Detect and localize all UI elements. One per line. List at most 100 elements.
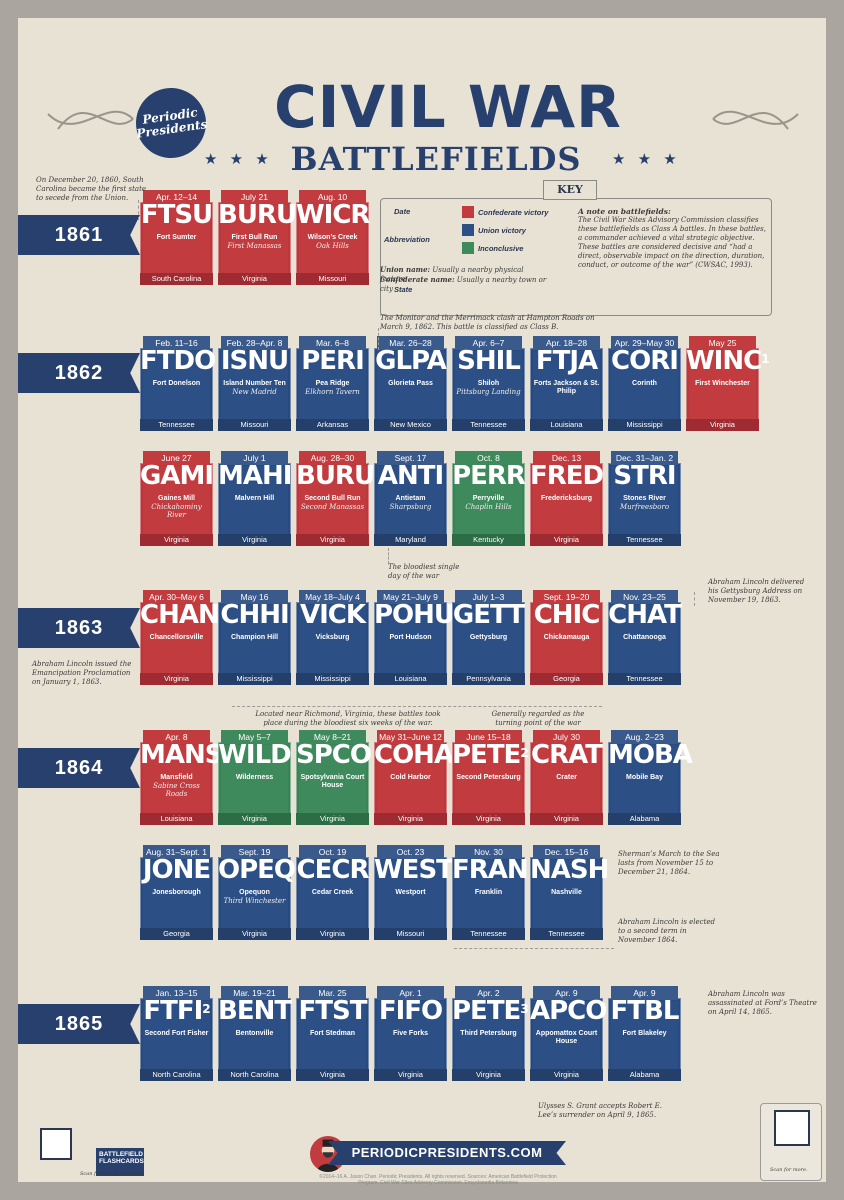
card-body: [296, 202, 369, 285]
key-blue-swatch: [462, 224, 474, 236]
battle-name: Stones River: [623, 495, 666, 502]
battle-name: Appomattox Court House: [535, 1030, 598, 1045]
scan-more: Scan for more.: [770, 1167, 808, 1173]
battle-alt-name: New Madrid: [232, 388, 277, 396]
key-state-label: State: [394, 285, 413, 294]
battle-date: July 30: [533, 730, 600, 744]
battle-abbr: FTSU: [140, 200, 213, 230]
qr-code-right-icon[interactable]: [774, 1110, 810, 1146]
battle-date: Apr. 1: [377, 986, 444, 1000]
battle-name: Mansfield: [160, 774, 193, 781]
battle-name: Island Number Ten: [223, 380, 286, 387]
year-1863: 1863: [18, 608, 140, 648]
battle-state: Alabama: [608, 813, 681, 825]
battle-state: Mississippi: [608, 419, 681, 431]
battle-name: Fort Stedman: [309, 1030, 356, 1037]
poster: Periodic Presidents CIVIL WAR ★ ★ ★ BATT…: [18, 18, 826, 1186]
battle-card-ftbl: Apr. 9 FTBL Fort Blakeley Alabama: [608, 986, 681, 1081]
flashcards-badge[interactable]: BATTLEFIELD FLASHCARDS: [96, 1148, 144, 1176]
battle-card-shil: Apr. 6–7 SHIL Shiloh Pittsburg Landing Tenne…: [452, 336, 525, 431]
battle-date: May 25: [689, 336, 756, 350]
battle-card-perr: Oct. 8 PERR Perryville Chaplin Hills Kentuck…: [452, 451, 526, 546]
battle-date: Oct. 8: [455, 451, 522, 465]
card-body: [140, 742, 213, 825]
battle-card-peri: Mar. 6–8 PERI Pea Ridge Elkhorn Tavern Arkan…: [296, 336, 369, 431]
battle-state: Missouri: [218, 419, 291, 431]
qr-code-left-icon[interactable]: [40, 1128, 72, 1160]
battle-card-cecr: Oct. 19 CECR Cedar Creek Virginia: [296, 845, 369, 940]
battle-abbr: WILD: [218, 740, 292, 770]
periodic-presidents-logo: Periodic Presidents: [131, 83, 211, 163]
battle-abbr: ISNU: [220, 346, 289, 376]
battle-date: Aug. 28–30: [299, 451, 366, 465]
battle-name: Vicksburg: [315, 634, 350, 641]
key-confederate-victory: Confederate victory: [478, 208, 549, 217]
card-body: [218, 602, 291, 685]
battle-abbr: CHIC: [533, 600, 601, 630]
card-body: [140, 202, 213, 285]
battle-state: Tennessee: [140, 419, 213, 431]
battle-abbr: ANTI: [377, 461, 444, 491]
battle-date: Mar. 19–21: [221, 986, 288, 1000]
stars-left: ★ ★ ★: [204, 151, 273, 168]
battle-state: Virginia: [530, 813, 603, 825]
card-body: [218, 202, 291, 285]
battle-card-wicr: Aug. 10 WICR Wilson’s Creek Oak Hills Missou…: [296, 190, 370, 285]
battle-alt-name: Murfreesboro: [619, 503, 670, 511]
battle-name: Forts Jackson & St. Philip: [533, 380, 600, 395]
key-union-victory: Union victory: [478, 226, 526, 235]
battle-name: Chickamauga: [543, 634, 590, 641]
battle-name: Shiloh: [477, 380, 500, 387]
battle-state: Virginia: [140, 673, 213, 685]
note-assassinated: Abraham Lincoln was assassinated at Ford…: [708, 990, 817, 1016]
battle-abbr: BURU2: [296, 461, 382, 491]
battle-abbr: VICK: [299, 600, 366, 630]
battle-state: Missouri: [296, 273, 369, 285]
battle-state: Tennessee: [452, 928, 525, 940]
year-1862: 1862: [18, 353, 140, 393]
battle-name: Wilson’s Creek: [307, 234, 358, 241]
battle-date: Nov. 30: [455, 845, 522, 859]
note-turning-point: Generally regarded as the turning point …: [491, 710, 585, 727]
battle-abbr: FRED: [530, 461, 604, 491]
battle-date: July 1–3: [455, 590, 522, 604]
battle-date: Aug. 10: [299, 190, 366, 204]
card-body: [374, 857, 447, 940]
battle-alt-name: Oak Hills: [316, 242, 349, 250]
key-note: A note on battlefields: The Civil War Si…: [578, 207, 766, 270]
battle-abbr: WEST: [374, 855, 454, 885]
battle-card-ftsu: Apr. 12–14 FTSU Fort Sumter South Carolina: [140, 190, 213, 285]
battle-abbr: MANS: [140, 740, 223, 770]
battle-name: Westport: [395, 889, 426, 896]
battle-date: May 18–July 4: [299, 590, 366, 604]
battle-abbr: JONE: [142, 855, 211, 885]
battle-abbr: STRI: [613, 461, 676, 491]
dash-monitor: [378, 328, 379, 350]
key-union-name: Union name: Usually a nearby physical fe…: [380, 265, 524, 283]
battle-state: Virginia: [530, 1069, 603, 1081]
battle-state: Virginia: [374, 813, 447, 825]
battle-state: Virginia: [452, 1069, 525, 1081]
battle-card-isnu: Feb. 28–Apr. 8 ISNU Island Number Ten New M…: [218, 336, 291, 431]
key-note-text: The Civil War Sites Advisory Commission …: [578, 216, 766, 269]
battle-name: Chattanooga: [623, 634, 666, 641]
site-link[interactable]: PERIODICPRESIDENTS.COM: [328, 1141, 566, 1165]
battle-date: Apr. 12–14: [143, 190, 210, 204]
battle-abbr: CHAN: [140, 600, 220, 630]
battle-name: Fort Donelson: [152, 380, 201, 387]
battle-abbr: NASH: [530, 855, 609, 885]
battle-name: Bentonville: [235, 1030, 274, 1037]
battle-alt-name: Chickahominy River: [151, 503, 202, 519]
battle-sup: 1: [761, 352, 769, 366]
battle-sup: 2: [202, 1002, 210, 1016]
battle-date: Apr. 9: [611, 986, 678, 1000]
battle-date: Dec. 13: [533, 451, 600, 465]
card-body: [530, 348, 603, 431]
battle-card-chat: Nov. 23–25 CHAT Chattanooga Tennessee: [608, 590, 682, 685]
battle-card-ftfi2: Jan. 13–15 FTFI2 Second Fort Fisher North C…: [140, 986, 213, 1081]
battle-state: Virginia: [296, 1069, 369, 1081]
battle-card-anti: Sept. 17 ANTI Antietam Sharpsburg Maryland: [374, 451, 447, 546]
card-body: [374, 348, 447, 431]
battle-abbr: GAMI: [140, 461, 214, 491]
card-body: [140, 602, 213, 685]
